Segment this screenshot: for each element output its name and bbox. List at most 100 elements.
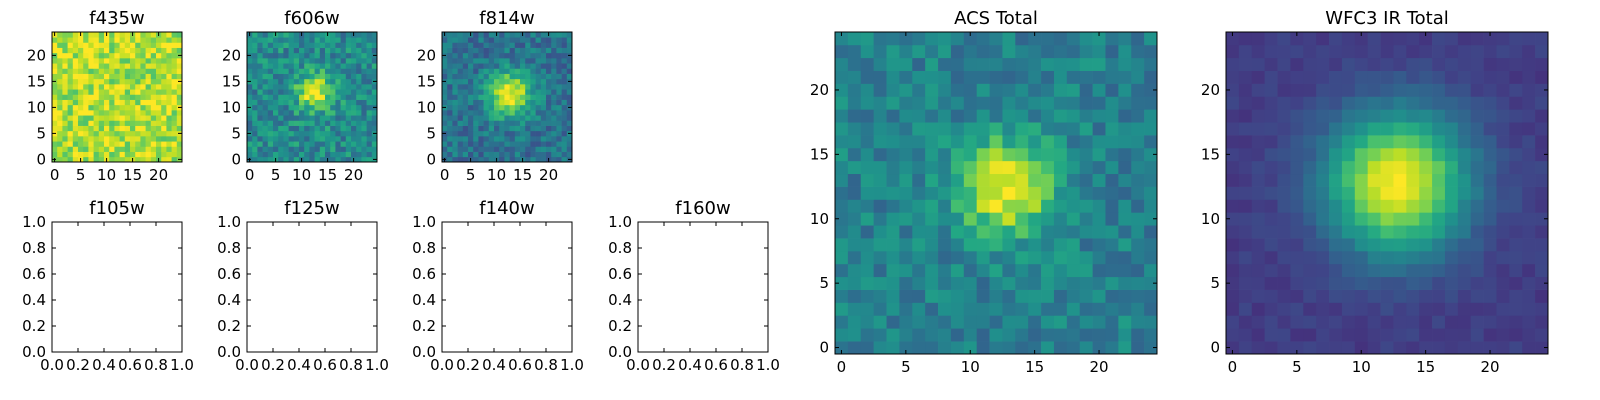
pixel [247,68,253,74]
pixel [478,125,484,132]
pixel [156,99,162,106]
pixel [1002,83,1016,97]
y-tick-label: 0 [36,150,46,168]
pixel [267,94,274,100]
pixel [1419,238,1433,252]
pixel [319,146,326,152]
pixel [452,136,458,142]
pixel [278,37,284,43]
pixel [899,225,913,239]
pixel [283,68,289,74]
pixel [504,52,510,59]
pixel [1380,57,1394,71]
pixel [457,110,464,116]
pixel [551,99,557,106]
pixel [1105,160,1119,175]
pixel [1496,160,1510,175]
pixel [93,32,100,38]
pixel [335,32,341,38]
pixel [1028,147,1042,162]
pixel [504,32,510,38]
pixel [114,136,120,142]
x-tick-label: 0.0 [626,356,650,374]
pixel [345,99,352,106]
pixel [67,120,74,126]
pixel [1028,83,1042,97]
pixel [161,115,167,121]
pixel [335,136,341,142]
pixel [561,89,568,95]
pixel [1470,276,1484,290]
pixel [247,141,253,147]
pixel [1444,276,1459,290]
pixel [1002,147,1016,162]
pixel [1380,315,1394,329]
pixel [67,73,74,80]
pixel [1367,238,1381,252]
pixel [478,104,484,111]
pixel [335,89,341,95]
pixel [356,58,362,64]
pixel [130,146,136,152]
x-tick-label: 0.8 [144,356,168,374]
pixel [1002,173,1016,187]
y-tick-label: 0.6 [22,265,46,283]
pixel [462,73,469,80]
pixel [124,115,131,121]
axes-frame [441,221,573,353]
pixel [1118,199,1132,213]
pixel [109,47,115,54]
pixel [504,84,510,90]
pixel [335,120,341,126]
pixel [283,151,289,158]
pixel [119,151,126,158]
pixel [1251,122,1265,136]
pixel [145,37,152,43]
pixel [473,58,479,64]
pixel [520,84,526,90]
axes-frame [834,31,1158,355]
pixel [499,73,505,80]
pixel [293,32,300,38]
pixel [109,84,115,90]
pixel [130,68,136,74]
pixel [847,109,862,123]
pixel [1079,212,1093,226]
pixel [499,110,505,116]
pixel [1277,263,1291,278]
pixel [161,63,167,69]
pixel [171,84,178,90]
pixel [135,141,141,147]
pixel [1079,173,1093,187]
y-tick-label: 0.0 [22,343,46,361]
pixel [361,58,367,64]
pixel [161,99,167,106]
pixel [499,125,505,132]
pixel [288,120,295,126]
pixel [72,89,79,95]
pixel [1131,315,1145,329]
pixel [963,70,978,84]
pixel [166,151,172,158]
pixel [452,125,458,132]
pixel [1118,263,1132,278]
pixel [1028,263,1042,278]
pixel [1118,173,1132,187]
pixel [938,289,952,303]
pixel [62,42,68,48]
pixel [561,78,568,85]
pixel [1483,263,1497,278]
pixel [130,63,136,69]
pixel [1393,276,1407,290]
pixel [1041,250,1055,265]
pixel [119,120,126,126]
pixel [483,78,490,85]
pixel [473,99,479,106]
pixel [1380,122,1394,136]
pixel [288,141,295,147]
pixel [540,68,547,74]
pixel [566,110,573,116]
pixel [62,151,68,158]
pixel [299,146,305,152]
